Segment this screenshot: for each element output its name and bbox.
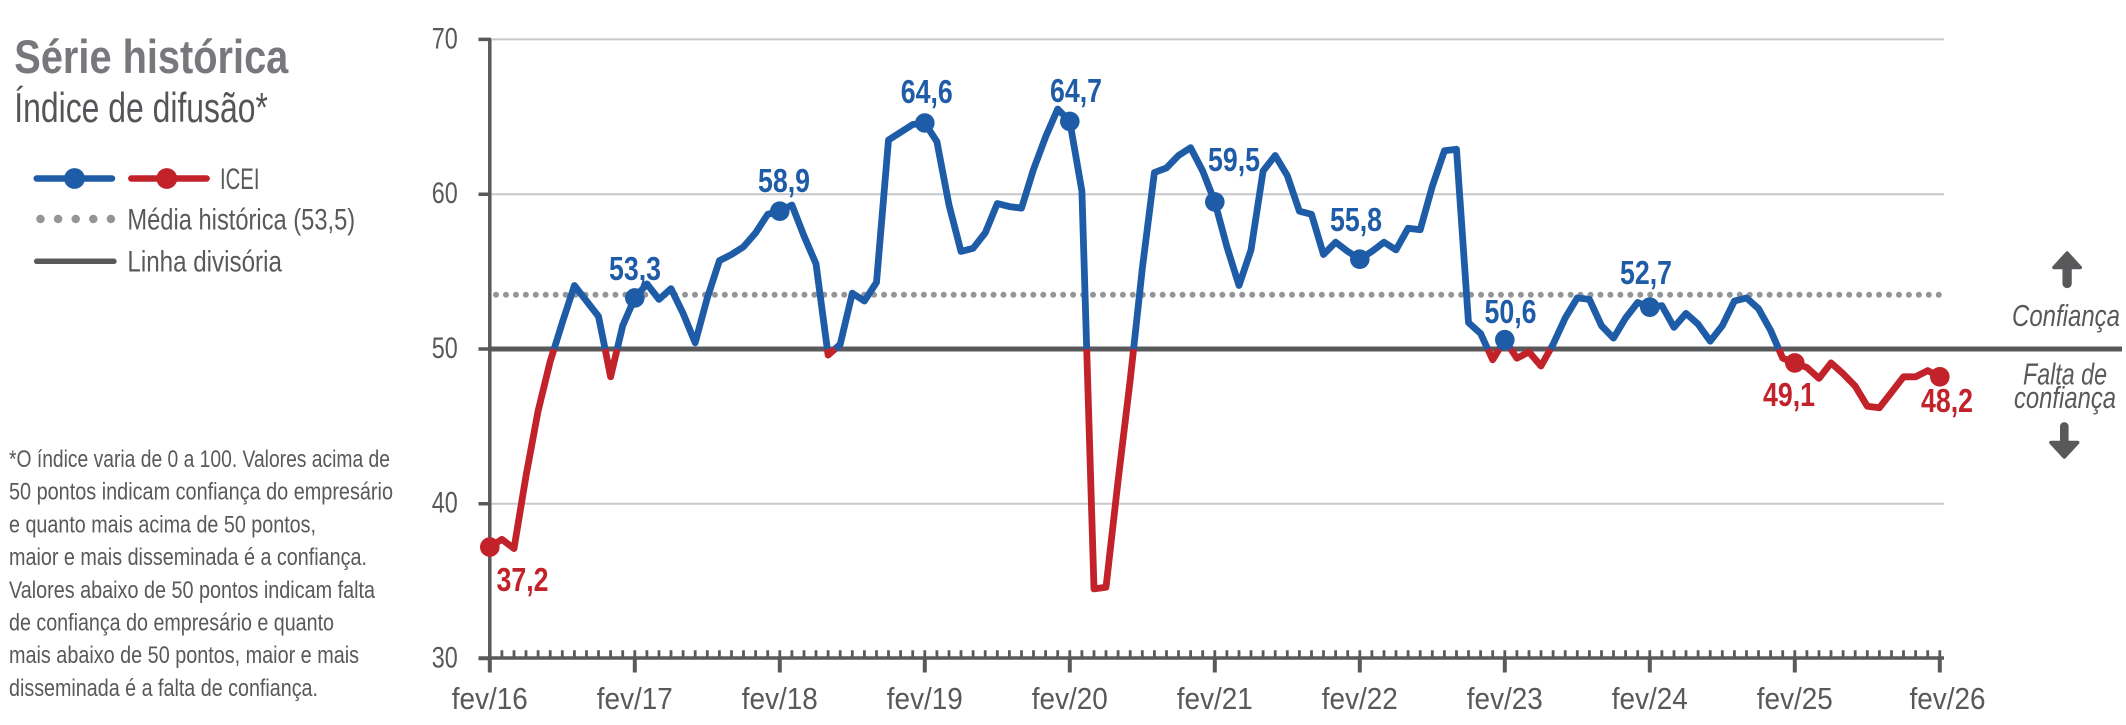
svg-text:48,2: 48,2 <box>1921 382 1973 419</box>
svg-text:e quanto mais acima de 50 pont: e quanto mais acima de 50 pontos, <box>9 511 316 538</box>
svg-text:59,5: 59,5 <box>1208 141 1260 178</box>
svg-text:de confiança do empresário e q: de confiança do empresário e quanto <box>9 610 334 637</box>
svg-text:confiança: confiança <box>2014 380 2116 415</box>
svg-text:fev/20: fev/20 <box>1032 681 1108 716</box>
svg-text:64,6: 64,6 <box>901 73 953 110</box>
svg-text:52,7: 52,7 <box>1620 254 1672 291</box>
svg-text:fev/24: fev/24 <box>1612 681 1688 716</box>
svg-text:37,2: 37,2 <box>497 561 549 598</box>
svg-text:fev/21: fev/21 <box>1177 681 1253 716</box>
svg-text:Confiança: Confiança <box>2012 298 2120 333</box>
svg-text:50: 50 <box>432 332 458 365</box>
svg-text:64,7: 64,7 <box>1050 72 1102 109</box>
svg-text:fev/25: fev/25 <box>1757 681 1833 716</box>
svg-text:Linha divisória: Linha divisória <box>127 246 282 279</box>
svg-text:50,6: 50,6 <box>1485 293 1537 330</box>
svg-text:Série histórica: Série histórica <box>14 30 289 83</box>
svg-text:fev/16: fev/16 <box>452 681 528 716</box>
svg-text:disseminada é a falta de confi: disseminada é a falta de confiança. <box>9 675 318 702</box>
svg-text:50 pontos indicam confiança do: 50 pontos indicam confiança do empresári… <box>9 479 393 506</box>
svg-text:58,9: 58,9 <box>758 162 810 199</box>
svg-text:fev/22: fev/22 <box>1322 681 1398 716</box>
svg-text:40: 40 <box>432 487 458 520</box>
svg-text:ICEI: ICEI <box>220 163 260 196</box>
svg-text:30: 30 <box>432 642 458 675</box>
svg-text:49,1: 49,1 <box>1763 376 1815 413</box>
svg-text:fev/17: fev/17 <box>597 681 673 716</box>
svg-text:53,3: 53,3 <box>609 250 661 287</box>
svg-text:fev/19: fev/19 <box>887 681 963 716</box>
svg-text:fev/26: fev/26 <box>1910 681 1986 716</box>
svg-text:Falta de: Falta de <box>2023 357 2107 392</box>
svg-text:Valores abaixo de 50 pontos in: Valores abaixo de 50 pontos indicam falt… <box>9 577 376 604</box>
svg-text:fev/18: fev/18 <box>742 681 818 716</box>
svg-text:mais abaixo de 50 pontos, maio: mais abaixo de 50 pontos, maior e mais <box>9 642 359 669</box>
svg-text:60: 60 <box>432 177 458 210</box>
svg-text:55,8: 55,8 <box>1330 201 1382 238</box>
svg-text:fev/23: fev/23 <box>1467 681 1543 716</box>
svg-text:Média histórica (53,5): Média histórica (53,5) <box>127 203 355 236</box>
svg-text:*O índice varia de 0 a 100. Va: *O índice varia de 0 a 100. Valores acim… <box>9 446 390 473</box>
svg-text:70: 70 <box>432 22 458 55</box>
svg-text:maior e mais disseminada é a c: maior e mais disseminada é a confiança. <box>9 544 367 571</box>
svg-text:Índice de difusão*: Índice de difusão* <box>14 84 268 131</box>
